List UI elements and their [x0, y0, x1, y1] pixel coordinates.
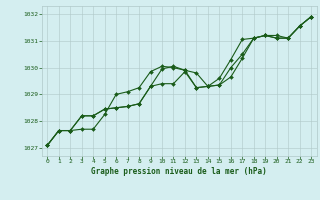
- X-axis label: Graphe pression niveau de la mer (hPa): Graphe pression niveau de la mer (hPa): [91, 167, 267, 176]
